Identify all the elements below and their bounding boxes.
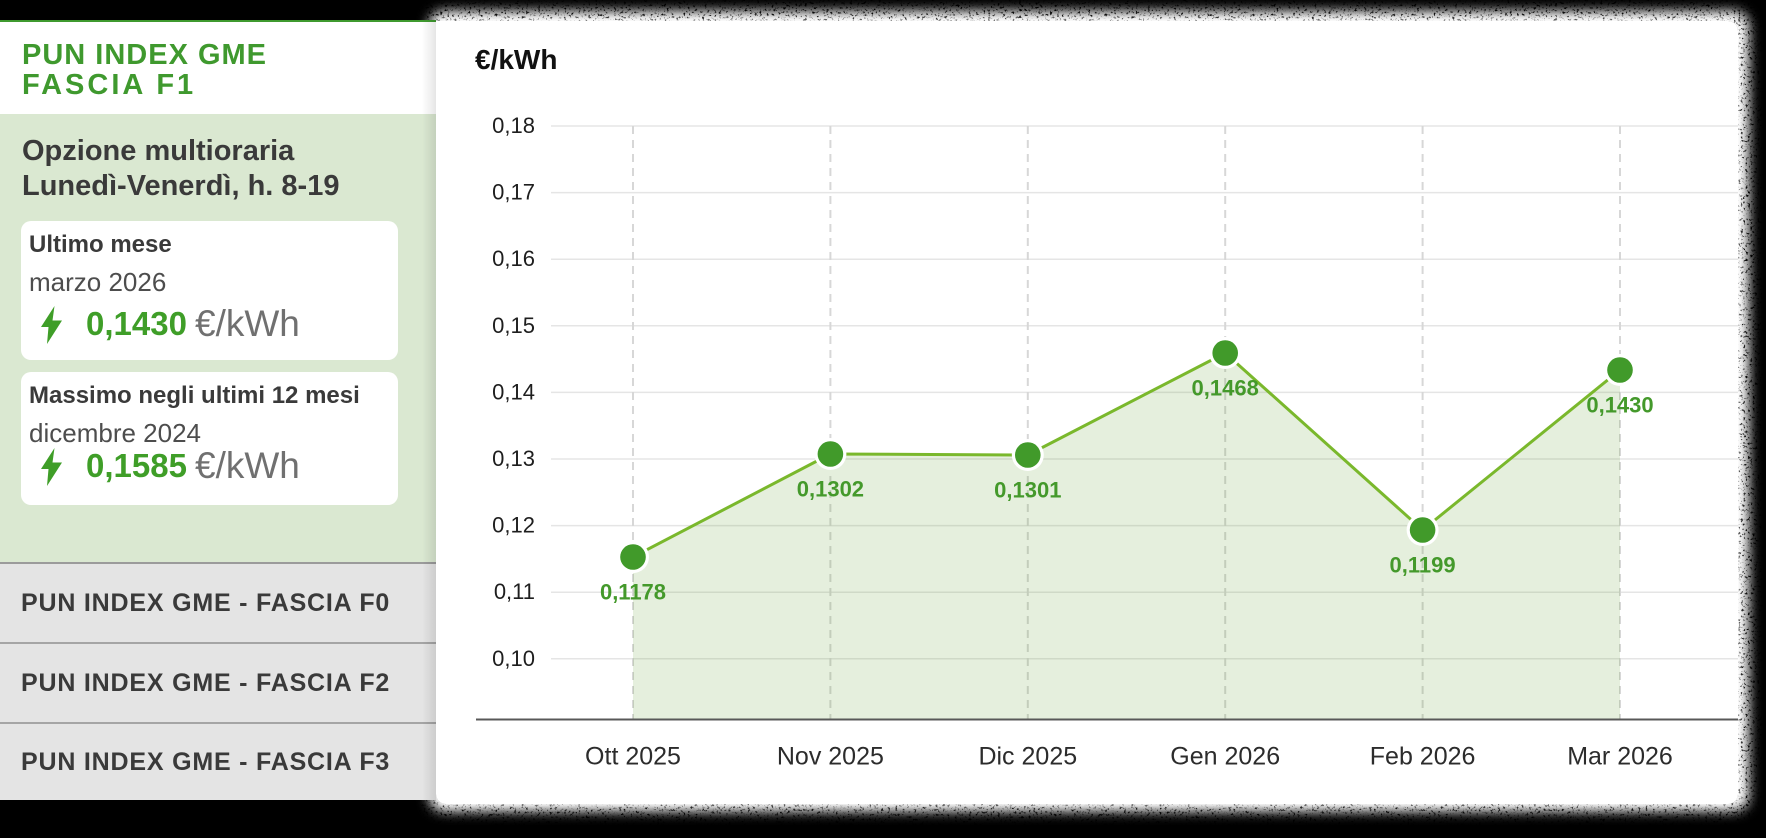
svg-text:Dic 2025: Dic 2025 <box>978 743 1077 771</box>
svg-text:Mar 2026: Mar 2026 <box>1567 743 1673 771</box>
svg-text:0,13: 0,13 <box>492 446 535 471</box>
svg-text:0,17: 0,17 <box>492 180 535 205</box>
svg-text:0,1178: 0,1178 <box>600 580 666 605</box>
svg-text:0,1468: 0,1468 <box>1192 376 1259 401</box>
svg-text:0,18: 0,18 <box>492 113 535 138</box>
svg-text:€/kWh: €/kWh <box>475 44 557 75</box>
svg-text:Feb 2026: Feb 2026 <box>1370 743 1476 771</box>
svg-text:0,1199: 0,1199 <box>1390 553 1456 578</box>
svg-text:0,1430: 0,1430 <box>1586 393 1653 418</box>
svg-text:0,16: 0,16 <box>492 246 535 271</box>
svg-text:0,15: 0,15 <box>492 313 535 338</box>
svg-text:0,1302: 0,1302 <box>797 477 864 502</box>
svg-text:0,14: 0,14 <box>492 379 535 404</box>
svg-text:0,10: 0,10 <box>492 646 535 671</box>
svg-text:Gen 2026: Gen 2026 <box>1170 743 1280 771</box>
svg-text:0,11: 0,11 <box>494 579 535 604</box>
svg-text:Ott 2025: Ott 2025 <box>585 743 681 771</box>
svg-text:0,1301: 0,1301 <box>994 478 1061 503</box>
svg-text:0,12: 0,12 <box>492 513 535 538</box>
svg-text:Nov 2025: Nov 2025 <box>777 743 884 771</box>
